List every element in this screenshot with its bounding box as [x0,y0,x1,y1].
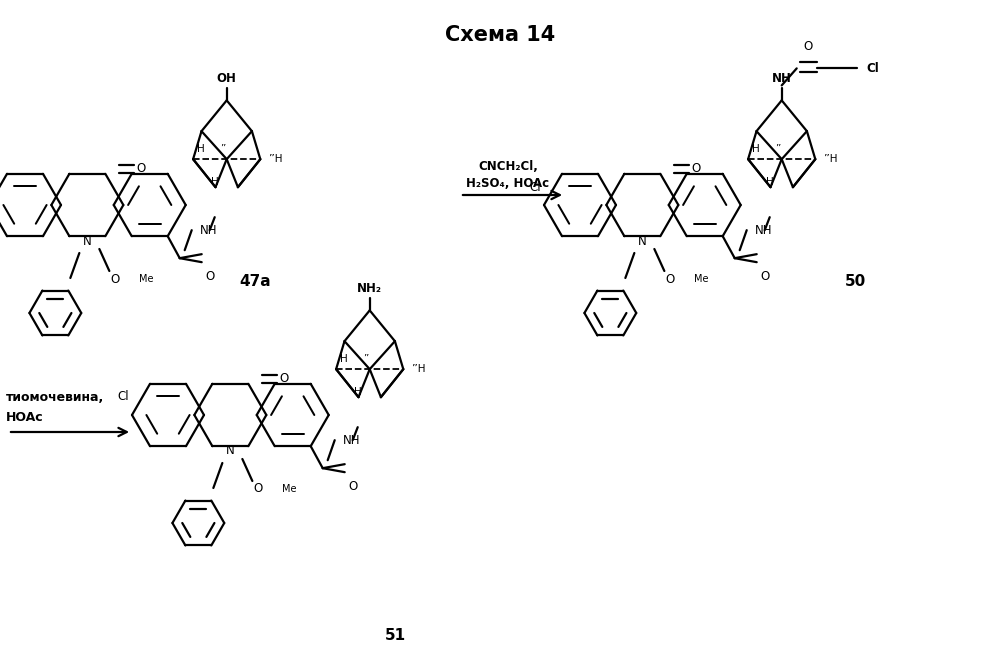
Text: H: H [211,177,219,187]
Text: N: N [638,234,647,248]
Text: CNCH₂Cl,: CNCH₂Cl, [478,160,538,173]
Text: NH: NH [772,73,792,85]
Text: ’’H: ’’H [411,364,426,374]
Text: O: O [348,480,357,493]
Text: O: O [803,40,812,53]
Text: O: O [254,482,263,496]
Text: O: O [137,162,146,176]
Text: HOAc: HOAc [6,411,44,424]
Text: Me: Me [282,484,297,494]
Text: H₂SO₄, HOAc: H₂SO₄, HOAc [466,177,550,190]
Text: 51: 51 [384,628,406,642]
Text: O: O [205,270,214,283]
Text: O: O [280,372,289,385]
Text: ’’: ’’ [220,144,226,154]
Text: H: H [354,387,362,397]
Text: N: N [226,444,235,457]
Text: Cl: Cl [867,62,879,75]
Text: O: O [666,273,675,286]
Text: ’’: ’’ [363,354,369,364]
Text: NH₂: NH₂ [357,282,382,296]
Text: ’’H: ’’H [268,154,283,164]
Text: OH: OH [217,73,237,85]
Text: тиомочевина,: тиомочевина, [6,391,104,404]
Text: Me: Me [694,274,709,284]
Text: NH: NH [755,224,772,237]
Text: 47a: 47a [239,275,271,290]
Text: NH: NH [200,224,217,237]
Text: NH: NH [343,434,360,447]
Text: H: H [752,144,760,154]
Text: ’’H: ’’H [823,154,838,164]
Text: Схема 14: Схема 14 [445,25,555,45]
Text: H: H [766,177,774,187]
Text: H: H [197,144,205,154]
Text: Me: Me [139,274,154,284]
Text: 50: 50 [844,275,866,290]
Text: ’’: ’’ [775,144,781,154]
Text: O: O [760,270,769,283]
Text: O: O [111,273,120,286]
Text: O: O [692,162,701,176]
Text: Cl: Cl [117,391,129,403]
Text: N: N [83,234,92,248]
Text: Cl: Cl [529,180,541,193]
Text: H: H [340,354,348,364]
